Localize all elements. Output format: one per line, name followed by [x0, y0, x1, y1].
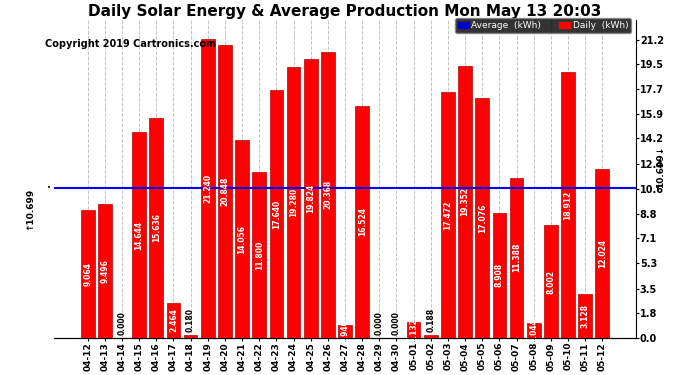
Text: 20.368: 20.368 [324, 180, 333, 209]
Text: 0.180: 0.180 [186, 309, 195, 333]
Text: 14.056: 14.056 [237, 225, 246, 254]
Bar [527, 323, 540, 338]
Text: 3.128: 3.128 [581, 304, 590, 328]
Text: 17.076: 17.076 [477, 203, 486, 232]
Text: 17.640: 17.640 [272, 199, 281, 228]
Text: 11.800: 11.800 [255, 240, 264, 270]
Text: 20.848: 20.848 [220, 177, 229, 206]
Bar [355, 106, 369, 338]
Text: 12.024: 12.024 [598, 239, 607, 268]
Bar [510, 178, 524, 338]
Text: 15.636: 15.636 [152, 213, 161, 243]
Text: ↑10.699: ↑10.699 [25, 188, 34, 230]
Bar [424, 335, 437, 338]
Text: 0.000: 0.000 [392, 311, 401, 335]
Text: 14.644: 14.644 [135, 220, 144, 249]
Bar [321, 52, 335, 338]
Bar [132, 132, 146, 338]
Text: 0.000: 0.000 [117, 311, 126, 335]
Bar [561, 72, 575, 338]
Text: 2.464: 2.464 [169, 309, 178, 332]
Bar [98, 204, 112, 338]
Bar [218, 45, 232, 338]
Bar [201, 39, 215, 338]
Text: 17.472: 17.472 [444, 200, 453, 230]
Text: 19.280: 19.280 [289, 188, 298, 217]
Text: 0.940: 0.940 [340, 319, 350, 343]
Text: 16.524: 16.524 [357, 207, 366, 236]
Bar [81, 210, 95, 338]
Bar [475, 98, 489, 338]
Bar [235, 140, 249, 338]
Bar [270, 90, 283, 338]
Text: 1.044: 1.044 [529, 318, 538, 342]
Bar [407, 322, 420, 338]
Bar [458, 66, 472, 338]
Bar [166, 303, 180, 338]
Text: 19.352: 19.352 [461, 188, 470, 216]
Bar [578, 294, 592, 338]
Bar [184, 335, 197, 338]
Text: 9.064: 9.064 [83, 262, 92, 286]
Bar [150, 118, 163, 338]
Bar [595, 169, 609, 338]
Text: 0.000: 0.000 [375, 311, 384, 335]
Text: •: • [47, 184, 51, 190]
Text: 0.188: 0.188 [426, 308, 435, 332]
Text: 10.699↓: 10.699↓ [656, 145, 665, 188]
Bar [544, 225, 558, 338]
Text: 11.388: 11.388 [512, 243, 521, 273]
Title: Daily Solar Energy & Average Production Mon May 13 20:03: Daily Solar Energy & Average Production … [88, 4, 602, 19]
Text: 1.132: 1.132 [409, 318, 418, 342]
Bar [253, 172, 266, 338]
Text: 9.496: 9.496 [100, 259, 109, 283]
Bar [286, 67, 300, 338]
Text: 18.912: 18.912 [564, 190, 573, 220]
Bar [493, 213, 506, 338]
Text: 19.824: 19.824 [306, 184, 315, 213]
Text: 8.002: 8.002 [546, 270, 555, 294]
Text: 8.908: 8.908 [495, 263, 504, 287]
Bar [441, 92, 455, 338]
Legend: Average  (kWh), Daily  (kWh): Average (kWh), Daily (kWh) [455, 18, 631, 33]
Bar [338, 325, 352, 338]
Text: Copyright 2019 Cartronics.com: Copyright 2019 Cartronics.com [45, 39, 216, 50]
Bar [304, 59, 317, 338]
Text: 21.240: 21.240 [204, 174, 213, 203]
